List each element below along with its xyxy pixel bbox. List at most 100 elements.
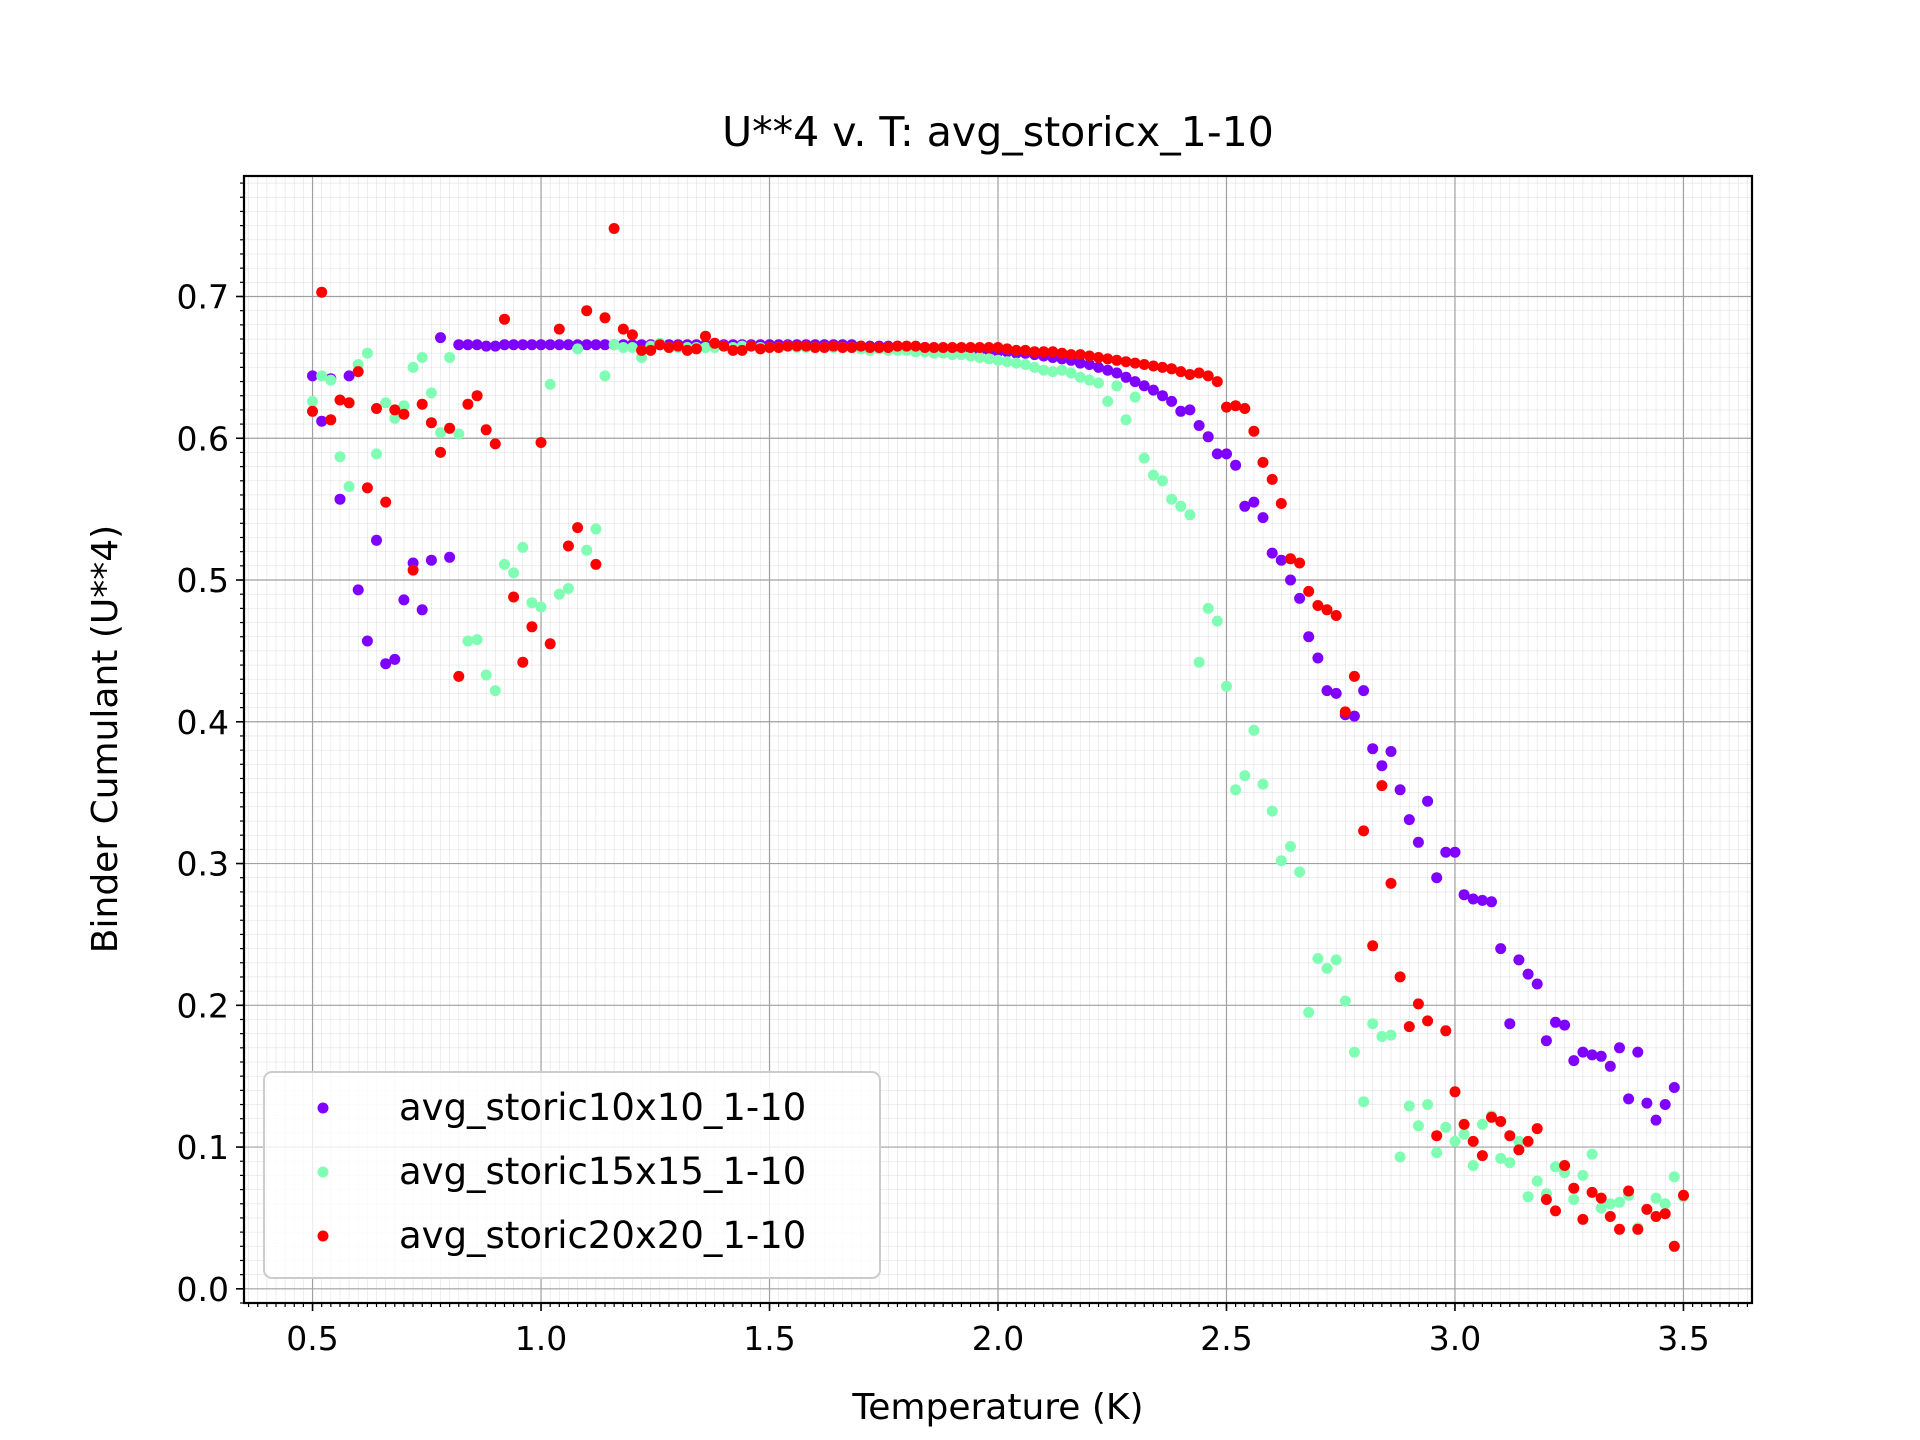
data-point	[1074, 349, 1086, 361]
data-point	[361, 482, 373, 494]
data-point	[1550, 1016, 1561, 1028]
data-point	[398, 400, 410, 412]
data-point	[361, 635, 373, 647]
data-point	[1623, 1185, 1635, 1197]
x-tick-label: 1.5	[743, 1319, 795, 1358]
data-point	[992, 342, 1004, 353]
legend-marker-series-3	[317, 1230, 329, 1242]
data-point	[1275, 498, 1287, 509]
data-point	[1275, 554, 1287, 566]
data-point	[1047, 346, 1059, 358]
data-point	[1623, 1093, 1635, 1105]
data-point	[599, 312, 611, 324]
data-point	[1330, 954, 1342, 966]
data-point	[1668, 1082, 1680, 1093]
data-point	[1431, 1130, 1443, 1142]
data-point	[1486, 1111, 1497, 1123]
series-2	[307, 337, 1689, 1234]
data-point	[1467, 893, 1479, 905]
data-point	[754, 343, 766, 355]
data-point	[599, 370, 611, 382]
data-point	[1129, 391, 1141, 403]
data-point	[572, 343, 584, 355]
data-point	[444, 422, 456, 434]
data-point	[1230, 784, 1242, 796]
data-point	[1659, 1099, 1671, 1110]
data-point	[1339, 706, 1351, 718]
data-point	[608, 223, 620, 234]
data-point	[1083, 374, 1095, 386]
data-point	[1668, 1171, 1680, 1183]
data-point	[1184, 404, 1196, 416]
data-point	[718, 340, 730, 352]
data-point	[416, 352, 428, 363]
data-point	[727, 344, 739, 356]
data-point	[581, 339, 593, 351]
data-point	[1321, 685, 1333, 697]
data-point	[1285, 841, 1296, 852]
data-point	[407, 564, 419, 576]
data-point	[1531, 1123, 1543, 1135]
data-point	[517, 541, 529, 553]
data-point	[1632, 1046, 1644, 1058]
data-point	[425, 387, 437, 399]
data-point	[1568, 1194, 1580, 1205]
data-point	[499, 558, 510, 570]
data-point	[553, 588, 565, 600]
data-point	[1650, 1211, 1662, 1222]
data-point	[1513, 1135, 1525, 1147]
data-point	[736, 344, 748, 356]
y-axis-label: Binder Cumulant (U**4)	[85, 525, 126, 953]
data-point	[1193, 367, 1205, 379]
data-point	[1230, 400, 1242, 412]
data-point	[910, 340, 922, 352]
data-point	[553, 323, 565, 335]
data-point	[1029, 346, 1041, 358]
data-point	[626, 329, 638, 341]
y-tick-label: 0.1	[177, 1128, 229, 1167]
data-point	[1275, 855, 1287, 867]
data-point	[1111, 354, 1123, 366]
data-point	[992, 354, 1004, 366]
data-point	[1476, 894, 1488, 906]
data-point	[1175, 405, 1187, 417]
data-point	[1376, 1031, 1388, 1042]
data-point	[425, 417, 437, 429]
data-point	[562, 339, 574, 351]
data-point	[1221, 680, 1232, 692]
data-point	[1184, 509, 1196, 521]
data-point	[334, 451, 346, 463]
data-point	[526, 597, 538, 609]
data-point	[1093, 361, 1104, 373]
data-point	[1157, 390, 1168, 402]
data-point	[974, 342, 986, 353]
data-point	[343, 397, 355, 409]
data-point	[325, 374, 337, 386]
data-point	[1248, 496, 1260, 508]
data-point	[1440, 1025, 1452, 1037]
data-point	[937, 342, 949, 353]
data-point	[371, 448, 382, 460]
data-point	[334, 394, 346, 406]
data-point	[1138, 452, 1150, 464]
data-point	[1147, 360, 1159, 372]
data-point	[1522, 1135, 1534, 1147]
data-point	[791, 340, 803, 352]
data-point	[700, 330, 711, 342]
data-point	[873, 342, 885, 353]
data-point	[1074, 357, 1086, 369]
data-point	[1239, 770, 1251, 782]
data-point	[1184, 369, 1196, 380]
data-point	[1403, 1021, 1415, 1033]
x-tick-label: 0.5	[286, 1319, 338, 1358]
data-point	[380, 496, 392, 508]
data-point	[1513, 954, 1525, 966]
data-point	[1632, 1223, 1644, 1235]
data-point	[1111, 367, 1123, 379]
data-point	[1522, 1191, 1534, 1203]
data-point	[663, 342, 675, 353]
data-point	[553, 339, 565, 351]
series-3	[307, 223, 1689, 1252]
data-point	[1577, 1046, 1589, 1058]
data-point	[435, 427, 446, 439]
